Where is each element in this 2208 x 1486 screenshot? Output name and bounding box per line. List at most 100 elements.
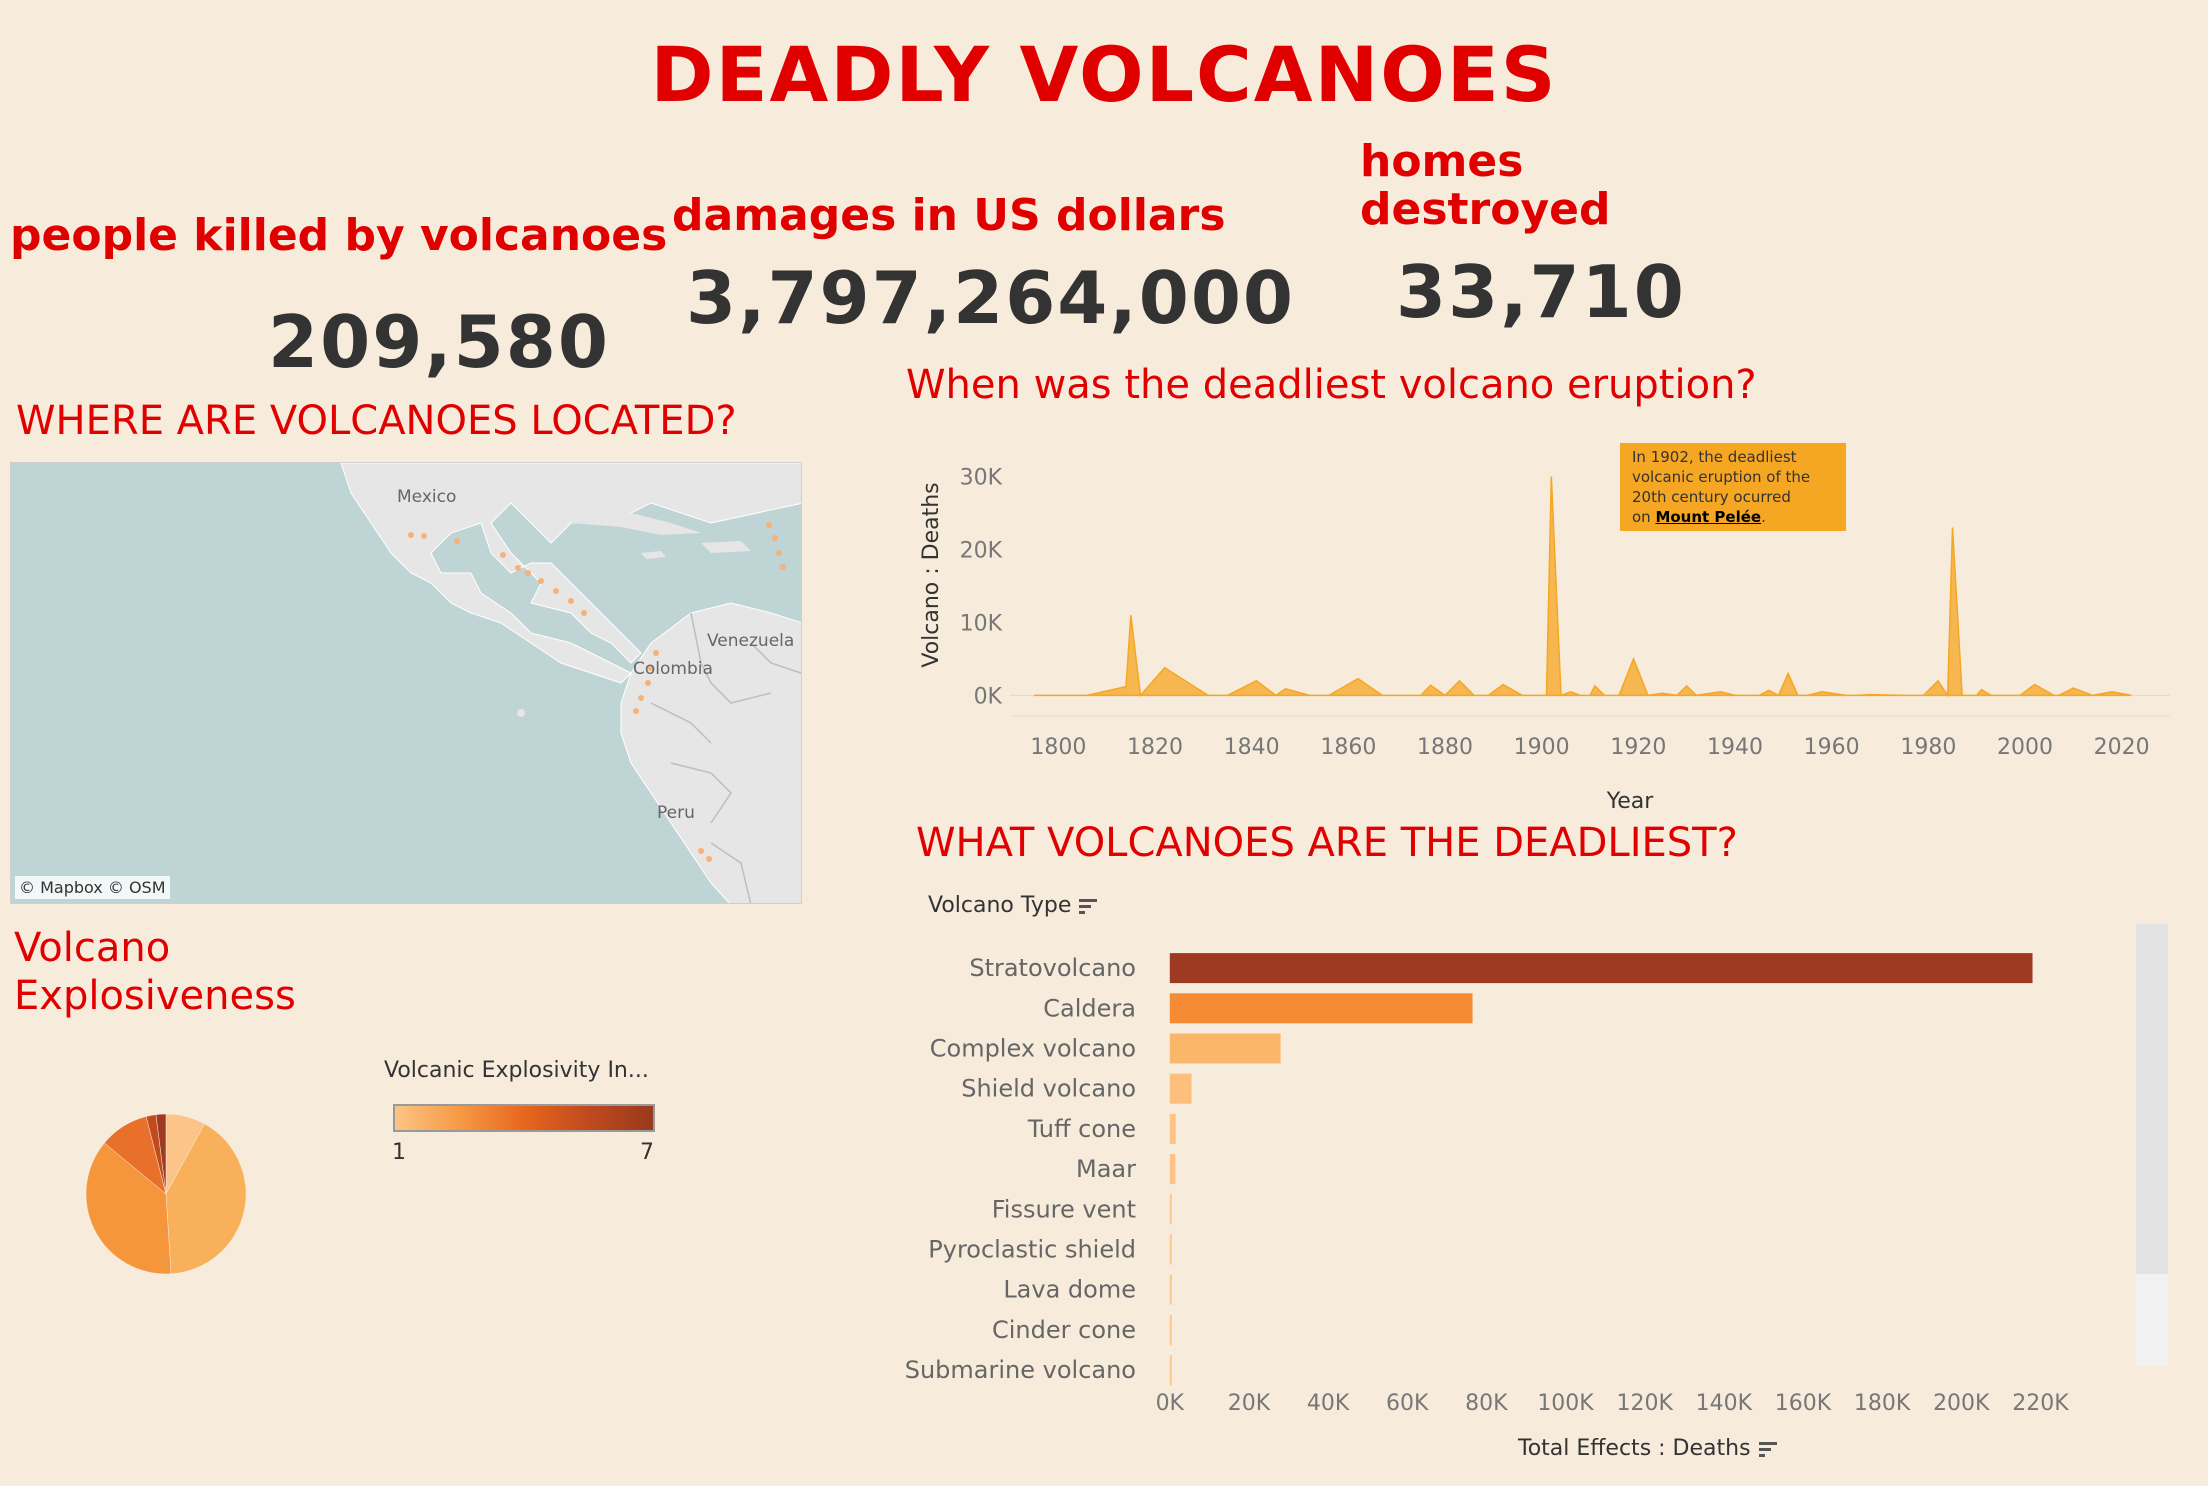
x-tick-label: 1800 <box>1030 735 1086 760</box>
kpi-homes-label-line1: homes <box>1360 136 1524 187</box>
pie-slice <box>85 1142 172 1275</box>
bar-category-label: Tuff cone <box>1027 1115 1136 1143</box>
volcano-point <box>454 538 460 544</box>
bar-category-label: Complex volcano <box>930 1035 1136 1063</box>
bar-x-tick-label: 200K <box>1933 1391 1990 1416</box>
bar-category-label: Cinder cone <box>992 1316 1136 1344</box>
volcano-points <box>408 522 786 862</box>
explosivity-pie-chart[interactable] <box>70 1098 270 1298</box>
volcano-point <box>421 533 427 539</box>
bar-x-tick-label: 140K <box>1696 1391 1753 1416</box>
volcano-point <box>525 570 531 576</box>
bar-x-tick-label: 40K <box>1307 1391 1350 1416</box>
x-axis-title: Year <box>1606 789 1655 814</box>
bar <box>1169 1154 1176 1185</box>
volcano-point <box>553 588 559 594</box>
scrollbar-thumb[interactable] <box>2136 924 2168 1274</box>
bar <box>1169 1113 1176 1144</box>
kpi-killed-value: 209,580 <box>268 300 610 384</box>
bars-section-title: WHAT VOLCANOES ARE THE DEADLIEST? <box>916 820 1738 866</box>
y-tick-label: 20K <box>960 538 1003 563</box>
bar <box>1169 1274 1172 1305</box>
volcano-point <box>706 856 712 862</box>
y-axis-title: Volcano : Deaths <box>919 482 944 667</box>
y-tick-label: 0K <box>974 684 1003 709</box>
map-borders <box>650 612 801 903</box>
bar-x-axis-header[interactable]: Total Effects : Deaths <box>1518 1436 1777 1461</box>
x-tick-label: 2000 <box>1997 735 2053 760</box>
volcano-point <box>772 535 778 541</box>
pie-section-title: Volcano Explosiveness <box>14 924 296 1020</box>
bar-category-label: Lava dome <box>1003 1276 1136 1304</box>
annotation-line1: In 1902, the deadliest <box>1632 448 1797 466</box>
bar-x-tick-label: 80K <box>1465 1391 1508 1416</box>
x-tick-label: 1880 <box>1417 735 1473 760</box>
deaths-timeline-chart[interactable]: 0K 10K 20K 30K 1800 1820 1840 1860 1880 1900 1920 1… <box>900 420 2200 820</box>
map-attribution[interactable]: © Mapbox © OSM <box>15 876 170 899</box>
x-tick-label: 1920 <box>1610 735 1666 760</box>
volcano-point <box>645 680 651 686</box>
pie-slice <box>165 1123 247 1275</box>
bar-x-tick-label: 160K <box>1775 1391 1832 1416</box>
x-tick-label: 1860 <box>1320 735 1376 760</box>
volcano-point <box>766 522 772 528</box>
volcano-point <box>500 552 506 558</box>
bar <box>1169 1314 1172 1345</box>
volcano-map[interactable]: Mexico Venezuela Colombia Peru © Mapbox … <box>10 462 802 904</box>
bar <box>1169 1355 1172 1386</box>
map-section-title: WHERE ARE VOLCANOES LOCATED? <box>16 398 737 444</box>
kpi-damages-label: damages in US dollars <box>672 190 1226 241</box>
deaths-area-series <box>1034 476 2132 698</box>
x-tick-label: 1980 <box>1900 735 1956 760</box>
map-canvas <box>340 463 801 903</box>
map-island-jamaica <box>641 551 666 559</box>
annotation-volcano-link[interactable]: Mount Pelée <box>1655 508 1762 526</box>
pie-section-title-line1: Volcano <box>14 925 171 971</box>
timeline-section-title: When was the deadliest volcano eruption? <box>906 362 1757 408</box>
bar-x-tick-label: 100K <box>1537 1391 1594 1416</box>
map-label-mexico: Mexico <box>397 487 457 507</box>
volcano-point <box>648 665 654 671</box>
bar-category-label: Maar <box>1076 1155 1136 1183</box>
volcano-point <box>581 610 587 616</box>
bar <box>1169 1234 1172 1265</box>
annotation-prefix: on <box>1632 508 1656 526</box>
x-tick-label: 1960 <box>1804 735 1860 760</box>
volcano-point <box>633 708 639 714</box>
volcano-point <box>408 532 414 538</box>
volcano-point <box>638 695 644 701</box>
annotation-line4: on Mount Pelée. <box>1632 507 1834 527</box>
bar-category-label: Caldera <box>1043 994 1136 1022</box>
x-tick-label: 1900 <box>1514 735 1570 760</box>
bar-x-axis-title: Total Effects : Deaths <box>1518 1436 1751 1461</box>
map-label-colombia: Colombia <box>633 659 713 679</box>
volcano-point <box>515 565 521 571</box>
x-tick-label: 1840 <box>1224 735 1280 760</box>
bar-category-header[interactable]: Volcano Type <box>928 893 1098 918</box>
volcano-point <box>653 650 659 656</box>
map-island-galapagos <box>517 709 525 717</box>
sort-icon[interactable] <box>1079 898 1098 914</box>
bar-category-label: Submarine volcano <box>905 1356 1136 1384</box>
bar-x-tick-label: 120K <box>1616 1391 1673 1416</box>
annotation-line3: 20th century ocurred <box>1632 488 1791 506</box>
y-tick-label: 10K <box>960 611 1003 636</box>
x-tick-label: 1940 <box>1707 735 1763 760</box>
bar-category-label: Pyroclastic shield <box>928 1236 1136 1264</box>
bar-x-tick-label: 220K <box>2012 1391 2069 1416</box>
legend-title: Volcanic Explosivity In... <box>384 1058 649 1083</box>
kpi-homes-label-line2: destroyed <box>1360 184 1611 236</box>
bar-x-tick-label: 0K <box>1156 1391 1185 1416</box>
bar <box>1169 993 1473 1024</box>
bar-category-title: Volcano Type <box>928 893 1072 918</box>
deaths-by-type-chart[interactable]: Stratovolcano Caldera Complex volcano Shiel… <box>900 920 2140 1460</box>
bar-x-tick-label: 60K <box>1386 1391 1429 1416</box>
map-island-cuba <box>571 513 701 535</box>
bar-category-label: Stratovolcano <box>969 954 1136 982</box>
legend-color-ramp <box>393 1104 655 1132</box>
bar <box>1169 953 2033 984</box>
bar-category-label: Fissure vent <box>992 1195 1136 1223</box>
bar-x-tick-label: 180K <box>1854 1391 1911 1416</box>
map-land-south-america <box>620 602 801 903</box>
sort-icon[interactable] <box>1758 1441 1777 1457</box>
